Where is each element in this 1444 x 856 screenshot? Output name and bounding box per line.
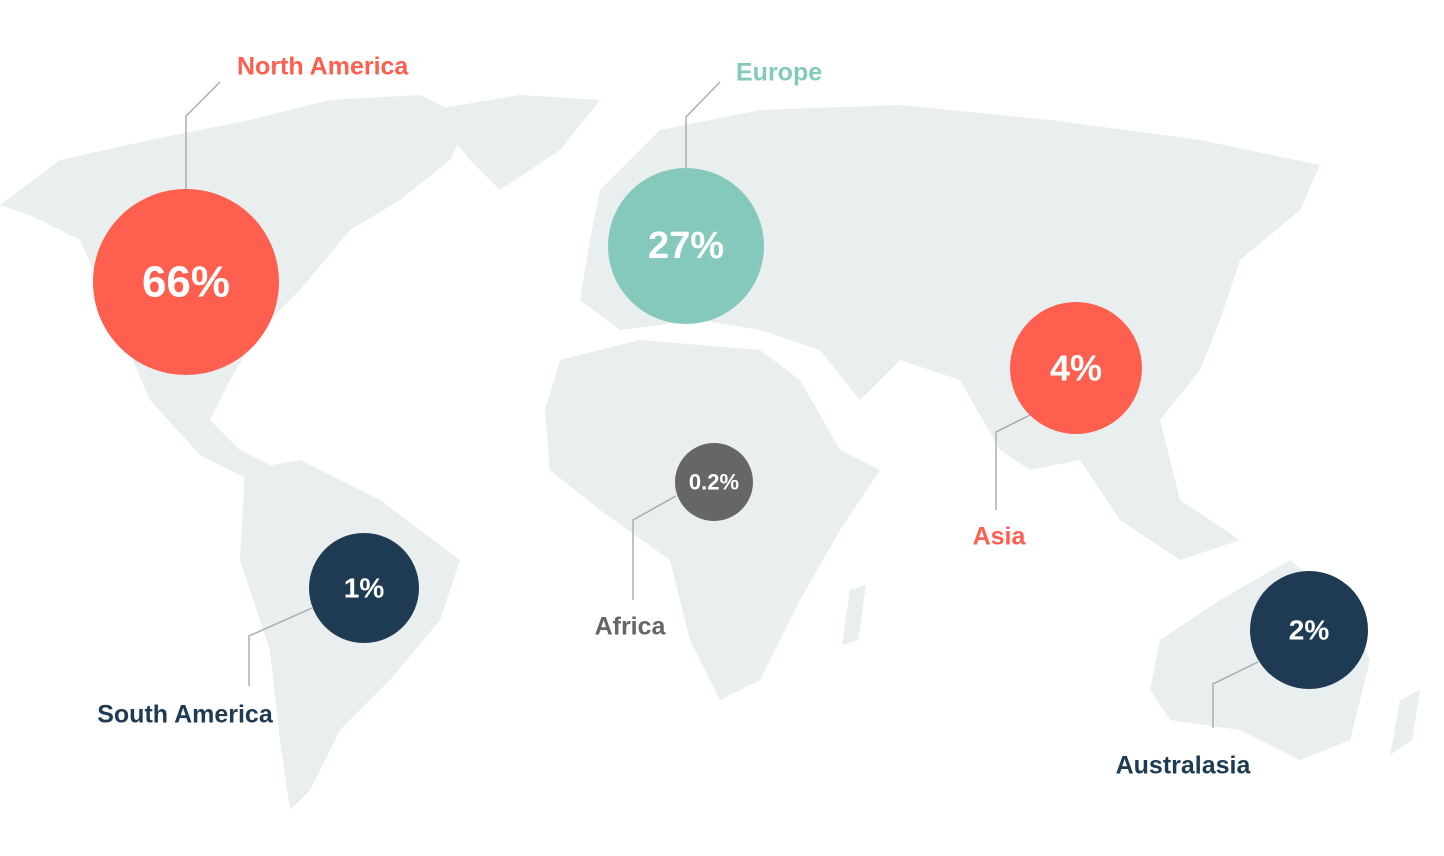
region-bubble <box>309 533 419 643</box>
madagascar-land <box>842 585 866 645</box>
region-percentage: 1% <box>344 573 385 604</box>
region-bubble <box>608 168 764 324</box>
region-name: Australasia <box>1116 752 1252 780</box>
greenland-land <box>430 95 600 190</box>
leader-line <box>185 81 221 189</box>
leader-line <box>248 607 313 686</box>
region-percentage: 66% <box>142 258 230 307</box>
region-percentage: 2% <box>1289 615 1330 646</box>
leader-line <box>632 495 677 600</box>
region-bubble <box>1010 302 1142 434</box>
leader-line <box>995 414 1031 510</box>
eurasia-land <box>580 105 1320 560</box>
region-bubble <box>675 443 753 521</box>
region-name: Africa <box>595 613 667 641</box>
region-bubble <box>1250 571 1368 689</box>
region-name: North America <box>237 53 409 81</box>
new-zealand-land <box>1390 690 1420 755</box>
region-percentage: 4% <box>1050 348 1102 389</box>
region-bubble <box>93 189 279 375</box>
region-name: Asia <box>973 523 1027 551</box>
region-percentage: 27% <box>648 225 724 267</box>
regions: 66% North America 27% Europe 4% Asia 0.2% Afric… <box>93 53 1368 780</box>
region-percentage: 0.2% <box>689 470 739 495</box>
leader-line <box>685 81 721 168</box>
region-name: South America <box>97 701 274 729</box>
leader-line <box>1212 661 1259 728</box>
region-name: Europe <box>736 59 822 87</box>
